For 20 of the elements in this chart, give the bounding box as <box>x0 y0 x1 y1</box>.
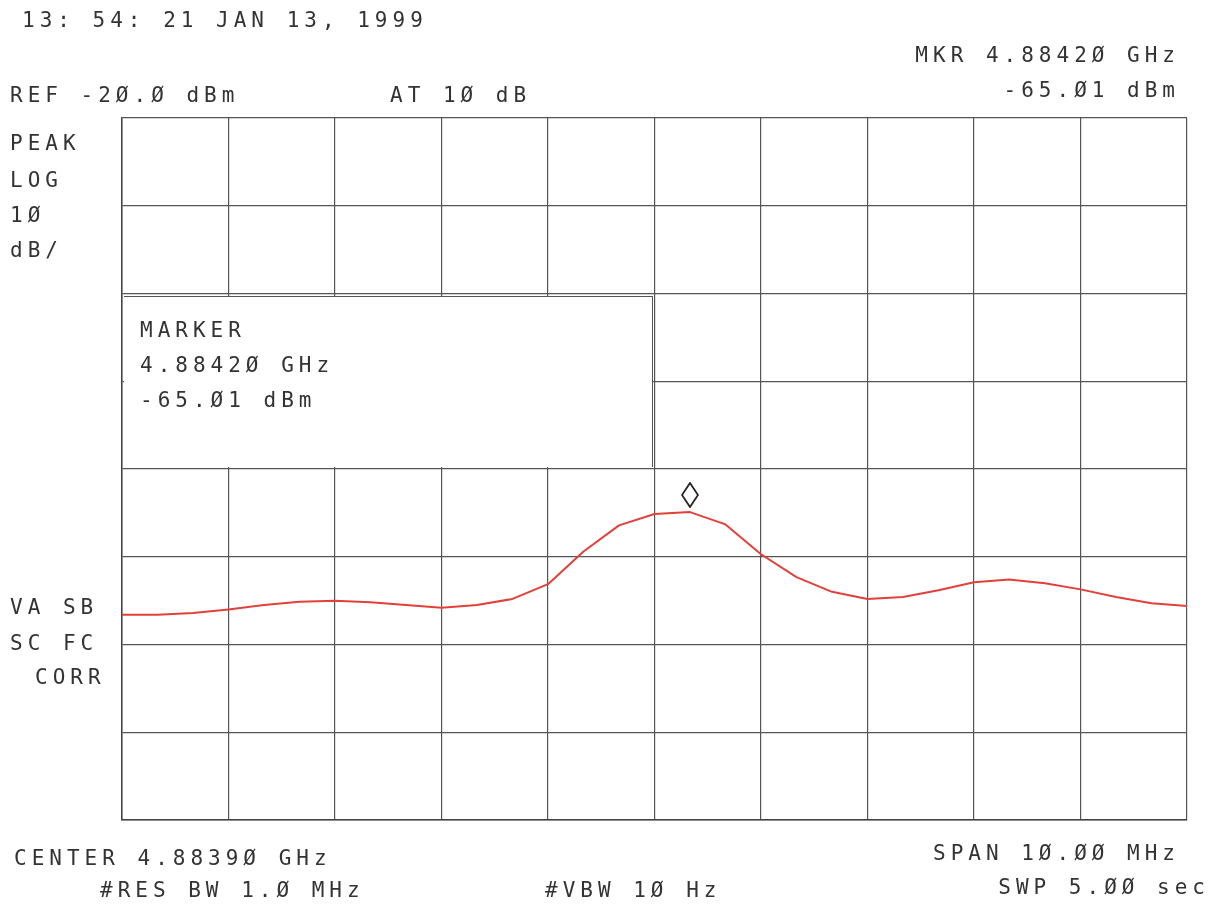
text: SPAN 1Ø.ØØ MHz <box>932 840 1180 867</box>
text: CENTER 4.8839Ø GHz <box>14 845 332 872</box>
text: MARKER <box>140 317 246 344</box>
text: 4.8842Ø GHz <box>140 352 335 379</box>
text: #RES BW 1.Ø MHz <box>100 877 365 904</box>
text: MKR 4.8842Ø GHz <box>915 42 1180 69</box>
text: 13: 54: 21 JAN 13, 1999 <box>22 7 428 34</box>
text: AT 1Ø dB <box>390 82 532 109</box>
text: -65.Ø1 dBm <box>1003 77 1180 104</box>
text: LOG <box>10 167 63 194</box>
text: SWP 5.ØØ sec <box>998 874 1210 901</box>
text: REF -2Ø.Ø dBm <box>10 82 240 109</box>
text: CORR <box>35 664 106 691</box>
text: -65.Ø1 dBm <box>140 387 317 414</box>
text: dB/ <box>10 237 63 264</box>
text: PEAK <box>10 130 81 157</box>
text: 1Ø <box>10 202 46 229</box>
text: #VBW 1Ø Hz <box>545 877 722 904</box>
text: SC FC <box>10 630 99 657</box>
text: VA SB <box>10 594 99 621</box>
